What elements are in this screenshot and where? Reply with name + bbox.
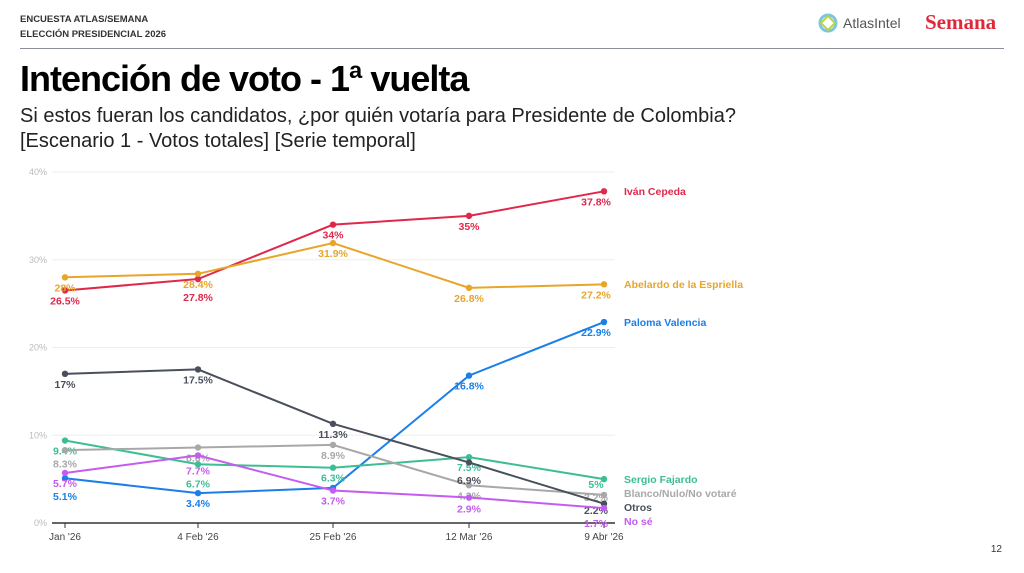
data-point <box>465 284 473 292</box>
data-label: 17.5% <box>183 374 213 386</box>
data-label: 7.7% <box>186 466 211 478</box>
subtitle-question: Si estos fueran los candidatos, ¿por qui… <box>20 105 736 127</box>
y-tick-label: 20% <box>29 343 47 353</box>
data-point <box>329 420 337 428</box>
subtitle: Si estos fueran los candidatos, ¿por qui… <box>20 104 736 154</box>
semana-logo: Semana <box>925 10 997 34</box>
series-name-label: Sergio Fajardo <box>624 474 698 486</box>
data-label: 34% <box>322 230 344 242</box>
atlasintel-wordmark: AtlasIntel <box>843 15 901 31</box>
data-point <box>465 453 473 461</box>
data-label: 28.4% <box>183 279 213 291</box>
x-tick-label: 25 Feb '26 <box>310 532 357 543</box>
page-title: Intención de voto - 1ª vuelta <box>20 58 469 99</box>
y-tick-label: 10% <box>29 430 47 440</box>
data-point <box>61 437 69 444</box>
series-name-label: Abelardo de la Espriella <box>624 279 743 291</box>
data-point <box>61 370 69 378</box>
series-name-label: Blanco/Nulo/No votaré <box>624 488 737 500</box>
data-label: 26.5% <box>50 295 80 307</box>
data-point <box>600 491 608 499</box>
data-point <box>600 500 608 507</box>
survey-kicker: ENCUESTA ATLAS/SEMANA ELECCIÓN PRESIDENC… <box>20 12 166 42</box>
series-name-label: Otros <box>624 502 652 514</box>
atlasintel-logo: AtlasIntel <box>818 13 901 33</box>
kicker-line2: ELECCIÓN PRESIDENCIAL 2026 <box>20 29 167 40</box>
data-point <box>194 366 202 373</box>
data-label: 11.3% <box>318 429 348 441</box>
data-point <box>61 469 69 477</box>
x-tick-label: 12 Mar '26 <box>446 532 493 543</box>
data-label: 28% <box>54 282 76 294</box>
data-label: 6.9% <box>457 475 482 487</box>
data-point <box>194 461 202 468</box>
data-label: 22.9% <box>581 327 611 339</box>
data-point <box>465 482 473 489</box>
data-label: 5.1% <box>53 491 78 503</box>
data-label: 31.9% <box>318 248 348 260</box>
data-point <box>61 475 69 482</box>
data-point <box>194 489 202 497</box>
data-point <box>329 441 337 449</box>
data-point <box>465 494 473 501</box>
y-tick-label: 30% <box>29 255 47 265</box>
data-label: 8.3% <box>53 459 78 471</box>
data-point <box>465 372 473 379</box>
data-point <box>600 318 608 326</box>
series-name-label: No sé <box>624 516 653 528</box>
atlas-diamond-icon <box>818 13 838 33</box>
series-name-label: Paloma Valencia <box>624 317 706 329</box>
data-label: 5% <box>588 479 604 491</box>
data-label: 17% <box>54 379 76 391</box>
kicker-line1: ENCUESTA ATLAS/SEMANA <box>20 14 149 25</box>
data-label: 6.7% <box>186 479 211 491</box>
data-point <box>600 188 608 195</box>
data-label: 6.3% <box>321 473 346 485</box>
data-label: 3.7% <box>321 496 346 508</box>
data-label: 8.9% <box>321 450 346 462</box>
data-label: 37.8% <box>581 196 611 208</box>
data-point <box>194 444 202 451</box>
x-tick-label: 9 Abr '26 <box>584 532 624 543</box>
data-point <box>600 504 608 512</box>
data-point <box>329 239 337 247</box>
data-point <box>194 275 202 283</box>
y-tick-label: 40% <box>29 167 47 177</box>
data-point <box>600 281 608 288</box>
header-divider <box>20 48 1004 49</box>
data-point <box>194 270 202 277</box>
data-point <box>600 475 608 483</box>
data-point <box>329 464 337 471</box>
data-label: 5.7% <box>53 478 78 490</box>
data-point <box>61 287 69 294</box>
data-label: 16.8% <box>454 381 484 393</box>
x-tick-label: 4 Feb '26 <box>177 532 219 543</box>
data-label: 26.8% <box>454 293 484 305</box>
subtitle-scenario: [Escenario 1 - Votos totales] [Serie tem… <box>20 130 416 152</box>
page-number: 12 <box>990 544 1002 555</box>
data-label: 2.9% <box>457 503 482 515</box>
data-label: 35% <box>458 221 480 233</box>
data-label: 1.7% <box>584 518 609 530</box>
data-point <box>465 459 473 466</box>
data-point <box>329 487 337 494</box>
data-label: 27.8% <box>183 292 213 304</box>
data-point <box>329 221 337 228</box>
data-point <box>194 452 202 459</box>
series-name-label: Iván Cepeda <box>624 186 686 198</box>
x-tick-label: Jan '26 <box>49 532 81 543</box>
data-point <box>465 212 473 220</box>
data-label: 3.4% <box>186 498 211 510</box>
data-label: 27.2% <box>581 289 611 301</box>
y-tick-label: 0% <box>34 518 47 528</box>
data-point <box>61 446 69 454</box>
data-point <box>61 274 69 281</box>
